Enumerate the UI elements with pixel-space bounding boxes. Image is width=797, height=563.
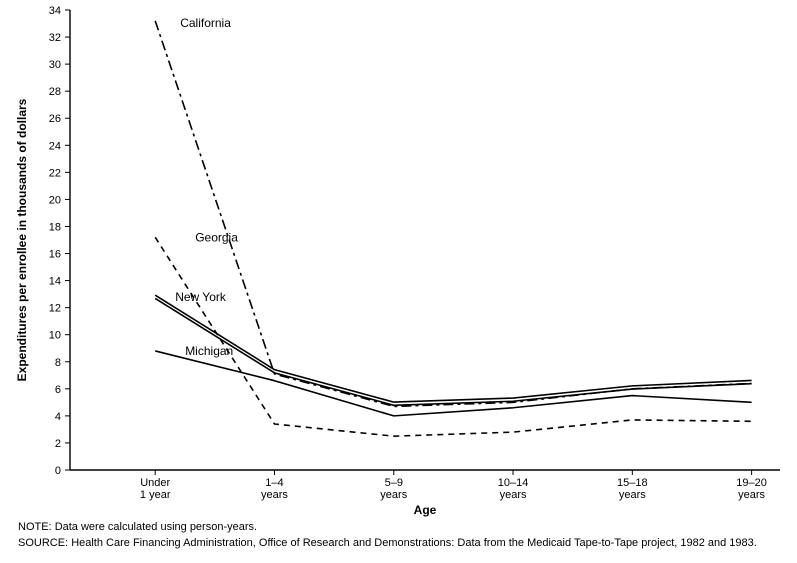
x-tick-label: years [500, 489, 527, 501]
x-tick-label: 5–9 [385, 477, 403, 489]
x-tick-label: years [738, 489, 765, 501]
y-tick-label: 14 [49, 276, 61, 288]
series-label: Georgia [195, 230, 238, 244]
y-tick-label: 26 [49, 113, 61, 125]
y-tick-label: 8 [55, 357, 61, 369]
line-chart: 0246810121416182022242628303234Expenditu… [0, 0, 797, 563]
x-tick-label: years [619, 489, 646, 501]
y-tick-label: 12 [49, 303, 61, 315]
series-line [155, 351, 751, 416]
y-tick-label: 28 [49, 86, 61, 98]
y-tick-label: 16 [49, 249, 61, 261]
y-tick-label: 34 [49, 5, 61, 17]
y-tick-label: 32 [49, 32, 61, 44]
series-label: New York [175, 290, 227, 304]
chart-container: 0246810121416182022242628303234Expenditu… [0, 0, 797, 563]
footnote-source-text: Health Care Financing Administration, Of… [71, 537, 757, 549]
y-tick-label: 20 [49, 194, 61, 206]
x-tick-label: 1–4 [265, 477, 283, 489]
series-line [155, 295, 751, 402]
x-tick-label: Under [140, 477, 170, 489]
x-tick-label: years [261, 489, 288, 501]
y-tick-label: 6 [55, 384, 61, 396]
y-tick-label: 22 [49, 167, 61, 179]
series-label: California [180, 16, 231, 30]
x-tick-label: 10–14 [498, 477, 529, 489]
x-tick-label: 19–20 [736, 477, 767, 489]
footnote-source: SOURCE: Health Care Financing Administra… [18, 536, 757, 551]
series-line [155, 237, 751, 436]
x-axis-title: Age [414, 503, 437, 517]
x-tick-label: years [380, 489, 407, 501]
y-tick-label: 24 [49, 140, 61, 152]
footnote-note: NOTE: Data were calculated using person-… [18, 520, 257, 535]
y-tick-label: 2 [55, 438, 61, 450]
y-axis-title: Expenditures per enrollee in thousands o… [15, 98, 29, 381]
footnote-note-label: NOTE: [18, 521, 52, 533]
series-label: Michigan [185, 344, 233, 358]
y-tick-label: 30 [49, 59, 61, 71]
footnote-source-label: SOURCE: [18, 537, 68, 549]
series-line [155, 21, 751, 407]
y-tick-label: 4 [55, 411, 61, 423]
x-tick-label: 1 year [140, 489, 171, 501]
x-tick-label: 15–18 [617, 477, 648, 489]
y-tick-label: 18 [49, 221, 61, 233]
y-tick-label: 10 [49, 330, 61, 342]
y-tick-label: 0 [55, 465, 61, 477]
footnote-note-text: Data were calculated using person-years. [55, 521, 257, 533]
